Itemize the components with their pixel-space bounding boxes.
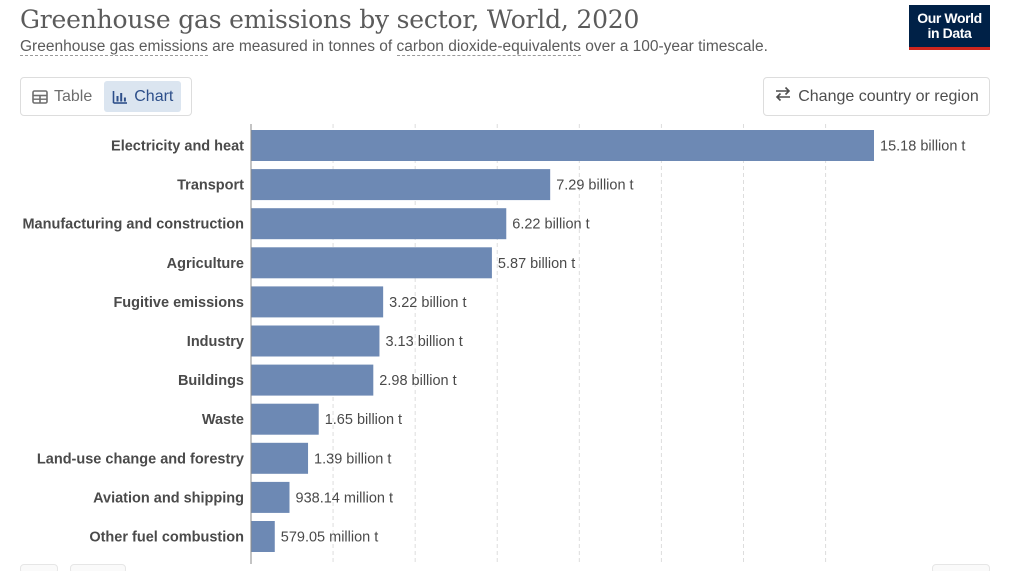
- bar-chart-icon: [112, 90, 128, 104]
- category-label: Waste: [202, 412, 244, 428]
- category-label: Industry: [187, 334, 244, 350]
- category-label: Land-use change and forestry: [37, 451, 244, 467]
- view-tabs: Table Chart: [20, 77, 192, 116]
- tab-table[interactable]: Table: [24, 81, 100, 112]
- value-label: 2.98 billion t: [379, 373, 456, 389]
- value-label: 1.39 billion t: [314, 451, 391, 467]
- bar[interactable]: [251, 403, 319, 435]
- subtitle-link-co2eq[interactable]: carbon dioxide-equivalents: [396, 38, 581, 56]
- tab-chart[interactable]: Chart: [104, 81, 182, 112]
- value-label: 3.13 billion t: [385, 334, 462, 350]
- change-country-button[interactable]: Change country or region: [763, 77, 990, 116]
- swap-arrows-icon: [774, 86, 792, 107]
- category-label: Agriculture: [167, 256, 244, 272]
- bar[interactable]: [251, 208, 507, 240]
- footer-button-stub[interactable]: [932, 564, 990, 571]
- subtitle-link-ghg[interactable]: Greenhouse gas emissions: [20, 38, 208, 56]
- value-label: 938.14 million t: [296, 490, 394, 506]
- subtitle-text-end: over a 100-year timescale.: [580, 38, 768, 55]
- value-label: 6.22 billion t: [512, 217, 589, 233]
- owid-logo[interactable]: Our World in Data: [909, 5, 990, 50]
- value-label: 3.22 billion t: [389, 295, 466, 311]
- footer-button-stub[interactable]: [20, 564, 58, 571]
- category-label: Manufacturing and construction: [22, 217, 244, 233]
- category-label: Electricity and heat: [111, 139, 244, 155]
- change-country-label: Change country or region: [798, 87, 979, 105]
- bar[interactable]: [251, 481, 290, 513]
- tab-table-label: Table: [54, 87, 93, 105]
- category-label: Transport: [177, 178, 244, 194]
- value-label: 1.65 billion t: [325, 412, 402, 428]
- value-label: 5.87 billion t: [498, 256, 575, 272]
- logo-line2: in Data: [927, 25, 972, 41]
- bar[interactable]: [251, 286, 384, 318]
- bar-chart: Electricity and heat 15.18 billion t Trans…: [22, 124, 965, 564]
- value-label: 15.18 billion t: [880, 139, 965, 155]
- logo-line1: Our World: [917, 10, 982, 26]
- bar[interactable]: [251, 521, 275, 552]
- subtitle-text-mid: are measured in tonnes of: [207, 38, 397, 55]
- tab-chart-label: Chart: [134, 87, 174, 105]
- bar[interactable]: [251, 442, 309, 474]
- bar[interactable]: [251, 325, 380, 357]
- category-label: Aviation and shipping: [93, 490, 244, 506]
- chart-subtitle: Greenhouse gas emissions are measured in…: [20, 38, 768, 56]
- bar[interactable]: [251, 247, 492, 279]
- bar[interactable]: [251, 169, 551, 201]
- bar[interactable]: [251, 364, 374, 396]
- value-label: 7.29 billion t: [556, 178, 633, 194]
- bar[interactable]: [251, 130, 874, 161]
- category-label: Fugitive emissions: [113, 295, 244, 311]
- chart-title: Greenhouse gas emissions by sector, Worl…: [20, 5, 640, 34]
- category-label: Buildings: [178, 373, 244, 389]
- value-label: 579.05 million t: [281, 530, 379, 546]
- category-label: Other fuel combustion: [89, 530, 244, 546]
- table-icon: [32, 89, 48, 104]
- footer-button-stub[interactable]: [70, 564, 126, 571]
